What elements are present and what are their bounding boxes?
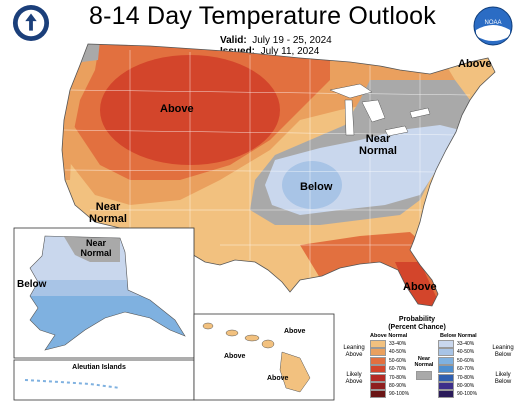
legend-near-2: Normal [414, 362, 434, 368]
label-near-normal-west-1: Near [95, 201, 121, 213]
great-lakes [329, 83, 431, 137]
legend-leaning-below: Leaning Below [488, 345, 518, 359]
legend-above-bin-label: 90-100% [389, 391, 410, 398]
legend-above-row: 40-50% [370, 348, 407, 357]
legend-below-row: 80-90% [438, 382, 474, 390]
legend-near-swatch [416, 371, 432, 380]
legend-above-bin-label: 50-60% [389, 357, 407, 364]
label-near-normal-west: Near Normal [88, 201, 128, 225]
state-borders [63, 50, 471, 280]
legend-above-swatch [370, 390, 386, 399]
legend-above-head: Above Normal [370, 333, 408, 339]
label-aleutian-islands: Aleutian Islands [72, 364, 126, 371]
valid-label: Valid: [220, 35, 247, 46]
legend-title-2: (Percent Chance) [388, 324, 446, 331]
legend-below-bin-label: 70-80% [457, 374, 475, 381]
label-above-northeast: Above [458, 58, 492, 70]
commerce-seal-icon [12, 4, 50, 42]
label-near-normal-east-2: Normal [359, 145, 397, 157]
legend-below-bin-label: 60-70% [457, 366, 475, 373]
legend-above-swatch [370, 348, 386, 357]
legend-above-bin-label: 40-50% [389, 349, 407, 356]
noaa-logo-icon: NOAA [473, 6, 513, 46]
legend-leaning-above-2: Above [345, 352, 363, 358]
legend-above-swatch [370, 356, 386, 365]
legend-above-swatch [370, 365, 386, 374]
legend-below-swatch [438, 382, 454, 390]
legend-near-1: Near [417, 356, 431, 362]
legend-likely-below-1: Likely [495, 372, 511, 378]
label-alaska-near-normal: Near Normal [76, 238, 116, 258]
legend-below-bin-label: 50-60% [457, 357, 475, 364]
legend-above-row: 33-40% [370, 340, 406, 348]
legend-likely-above-1: Likely [346, 372, 362, 378]
legend-leaning-below-2: Below [494, 352, 512, 358]
legend-below-bin-label: 40-50% [457, 349, 475, 356]
legend-above-swatch [370, 340, 386, 348]
valid-dates: July 19 - 25, 2024 [252, 35, 332, 46]
legend-above-bin-label: 80-90% [389, 383, 407, 389]
conus-below-40-50 [282, 161, 342, 209]
svg-text:NOAA: NOAA [484, 20, 501, 26]
label-hawaii-above-2: Above [224, 353, 246, 360]
legend-below-row: 40-50% [438, 348, 475, 357]
label-alaska-below: Below [17, 279, 47, 290]
legend-above-swatch [370, 382, 386, 390]
legend-above-bin-label: 70-80% [389, 374, 407, 381]
label-near-normal-east-1: Near [365, 133, 391, 145]
label-hawaii-above-3: Above [267, 375, 289, 382]
issued-date: July 11, 2024 [260, 46, 320, 57]
legend-below-swatch [438, 373, 454, 382]
legend-below-head: Below Normal [440, 333, 477, 339]
legend-below-row: 50-60% [438, 356, 475, 365]
label-alaska-near-2: Normal [80, 248, 112, 258]
legend-below-swatch [438, 348, 454, 357]
legend-likely-below: Likely Below [488, 372, 518, 386]
legend-above-row: 80-90% [370, 382, 406, 390]
legend-below-row: 90-100% [438, 390, 478, 399]
legend-near-normal: Near Normal [414, 356, 434, 368]
legend-title-1: Probability [398, 316, 436, 323]
label-alaska-near-1: Near [85, 238, 106, 248]
legend-above-bin-label: 33-40% [389, 341, 407, 347]
legend-leaning-above: Leaning Above [340, 345, 368, 359]
legend-leaning-above-1: Leaning [343, 345, 365, 351]
label-hawaii-above-1: Above [284, 328, 306, 335]
florida-60-70 [395, 262, 440, 306]
legend-title: Probability (Percent Chance) [382, 316, 452, 332]
label-near-normal-west-2: Normal [89, 213, 127, 225]
legend-below-row: 33-40% [438, 340, 474, 348]
legend-below-bin-label: 33-40% [457, 341, 475, 347]
legend-above-row: 90-100% [370, 390, 410, 399]
label-above-florida: Above [403, 281, 437, 293]
aleutian-inset-frame [13, 359, 195, 401]
legend-below-bin-label: 80-90% [457, 383, 475, 389]
hawaii-islands [202, 322, 311, 393]
label-below-central: Below [300, 181, 333, 193]
legend-below-swatch [438, 340, 454, 348]
legend-below-bin-label: 90-100% [457, 391, 478, 398]
legend-above-row: 70-80% [370, 373, 407, 382]
legend-below-swatch [438, 390, 454, 399]
legend-above-row: 60-70% [370, 365, 407, 374]
label-above-north: Above [160, 103, 194, 115]
legend-leaning-below-1: Leaning [492, 345, 514, 351]
map-title: 8-14 Day Temperature Outlook [89, 2, 436, 30]
legend-below-swatch [438, 356, 454, 365]
legend-below-row: 70-80% [438, 373, 475, 382]
aleutian-islands-shape [24, 379, 121, 389]
hawaii-inset-frame [193, 313, 335, 401]
legend-above-row: 50-60% [370, 356, 407, 365]
legend-likely-above-2: Above [345, 379, 363, 385]
label-near-normal-east: Near Normal [358, 133, 398, 157]
legend-likely-above: Likely Above [340, 372, 368, 386]
legend-below-swatch [438, 365, 454, 374]
legend-likely-below-2: Below [494, 379, 512, 385]
legend-below-row: 60-70% [438, 365, 475, 374]
legend-above-swatch [370, 373, 386, 382]
legend-above-bin-label: 60-70% [389, 366, 407, 373]
